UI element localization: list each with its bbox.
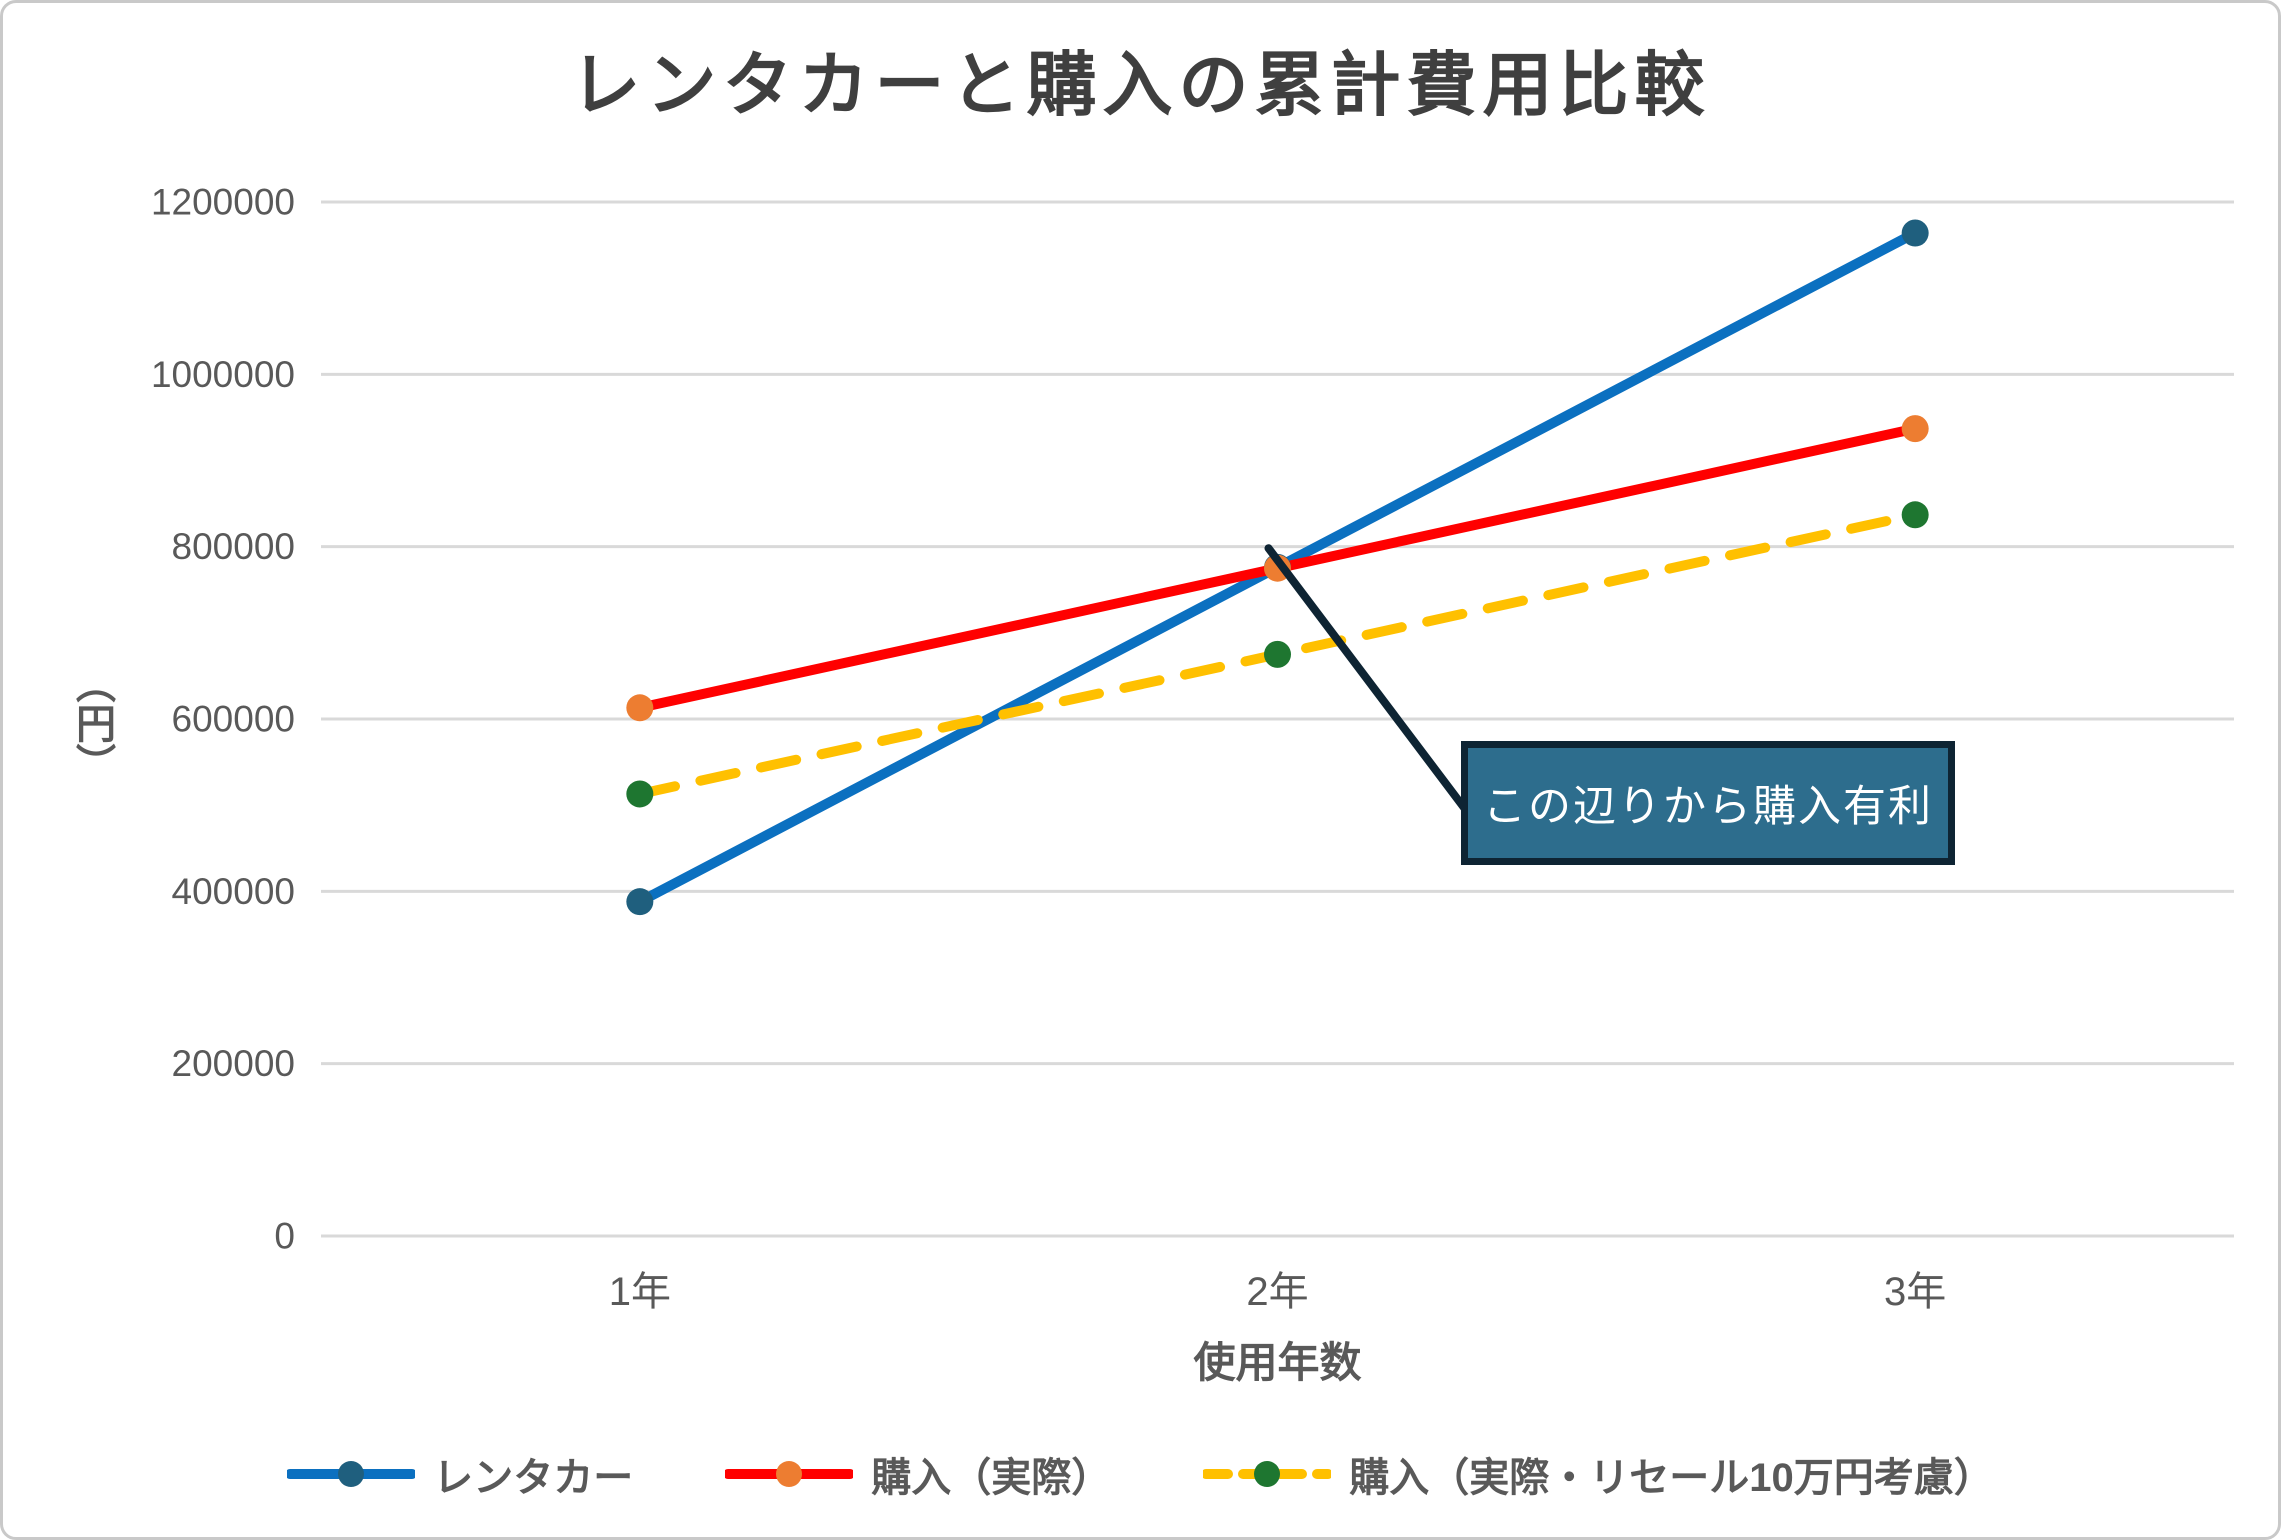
chart-title: レンタカーと購入の累計費用比較 — [570, 46, 1711, 124]
y-tick-label: 1200000 — [151, 182, 295, 223]
legend-item-1: 購入（実際） — [725, 1445, 1111, 1503]
y-tick-label: 800000 — [172, 526, 295, 567]
series-marker-0-point-2 — [1901, 219, 1929, 247]
legend-item-2: 購入（実際・リセール10万円考慮） — [1203, 1445, 1994, 1503]
legend-item-0: レンタカー — [287, 1445, 633, 1503]
series-marker-2-point-1 — [1264, 640, 1291, 668]
callout-line — [1264, 544, 1469, 813]
legend-swatch-0 — [287, 1461, 416, 1487]
legend-label-1: 購入（実際） — [871, 1456, 1112, 1500]
x-tick-label: 2年 — [1246, 1270, 1308, 1314]
legend-marker-sample — [338, 1461, 365, 1487]
legend-swatch-2 — [1203, 1461, 1332, 1487]
series-marker-0-point-0 — [626, 888, 654, 916]
x-tick-label: 1年 — [609, 1270, 671, 1314]
y-tick-label: 1000000 — [151, 354, 295, 395]
legend-marker-sample — [1254, 1461, 1281, 1487]
legend-swatch-1 — [725, 1461, 854, 1487]
series-marker-1-point-2 — [1901, 415, 1929, 443]
x-tick-label: 3年 — [1884, 1270, 1946, 1314]
y-tick-label: 0 — [274, 1216, 295, 1257]
plot-area: 0 200000 400000 600000 800000 1000000 1200000 1… — [151, 182, 2234, 1314]
legend-label-2: 購入（実際・リセール10万円考慮） — [1349, 1456, 1994, 1500]
legend: レンタカー 購入（実際） 購入（実際・リセール10万円考慮） — [3, 1445, 2278, 1503]
legend-marker-sample — [776, 1461, 803, 1487]
y-tick-label: 400000 — [172, 871, 295, 912]
annotation-callout: この辺りから購入有利 — [1461, 741, 1955, 865]
y-tick-label: 600000 — [172, 699, 295, 740]
series-marker-1-point-0 — [626, 694, 654, 722]
y-tick-label: 200000 — [172, 1043, 295, 1084]
legend-label-0: レンタカー — [433, 1456, 634, 1500]
series-marker-2-point-2 — [1901, 501, 1929, 529]
series-marker-2-point-0 — [626, 780, 654, 808]
y-axis-title: （円） — [70, 663, 114, 783]
x-axis-title: 使用年数 — [1193, 1339, 1362, 1386]
annotation-text: この辺りから購入有利 — [1483, 783, 1933, 831]
